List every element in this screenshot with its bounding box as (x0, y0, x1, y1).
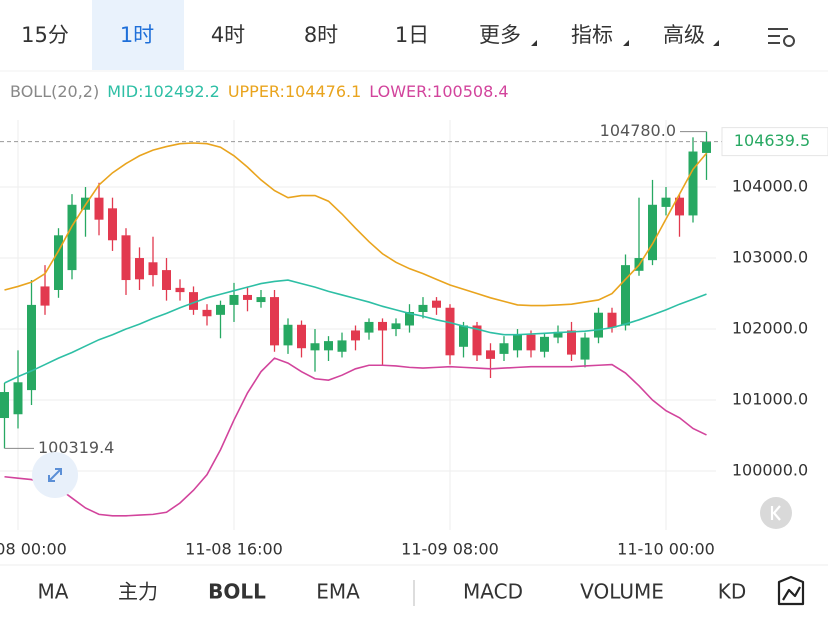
candle-body (27, 304, 36, 391)
candle-body (351, 330, 360, 341)
candle-body (243, 294, 252, 300)
candle-body (256, 297, 266, 303)
candle-body (378, 321, 387, 331)
last-price-label: 104639.5 (734, 131, 810, 150)
boll-line (4, 142, 708, 307)
interval-tab[interactable]: 1日 (395, 23, 429, 47)
indicator-name: BOLL(20,2) (10, 82, 99, 101)
expand-icon (48, 468, 62, 482)
indicator-tab[interactable]: 主力 (118, 580, 158, 604)
candle-body (297, 324, 306, 349)
candle-body (175, 287, 185, 293)
candle-body (0, 392, 9, 419)
x-tick-label: 11-09 08:00 (401, 540, 499, 559)
candle-body (405, 311, 414, 326)
interval-tab[interactable]: 4时 (211, 23, 245, 47)
candle-body (688, 151, 698, 216)
indicator-upper: UPPER:104476.1 (228, 82, 361, 101)
candle-body (364, 321, 374, 333)
y-tick-label: 100000.0 (732, 461, 808, 480)
candle-body (702, 141, 711, 153)
candle-body (54, 235, 63, 290)
interval-tab[interactable]: 15分 (21, 23, 69, 47)
candle-body (148, 262, 158, 276)
reset-icon (770, 505, 781, 521)
candle-body (472, 325, 482, 356)
candle-body (432, 300, 441, 308)
high-label: 104780.0 (600, 121, 676, 140)
candle-body (229, 294, 239, 305)
plot (0, 120, 716, 530)
indicator-tab[interactable]: MACD (463, 580, 523, 604)
candle-body (40, 286, 50, 306)
candle-body (621, 265, 630, 326)
candle-body (540, 336, 549, 352)
draw-icon[interactable] (777, 575, 805, 606)
boll-line (4, 357, 707, 517)
candle-body (283, 324, 293, 346)
candle-body (594, 312, 603, 338)
candle-body (675, 197, 684, 216)
candle-body (513, 334, 522, 351)
indicator-line: BOLL(20,2) MID:102492.2 UPPER:104476.1 LOWE… (10, 82, 509, 101)
boll-line (4, 279, 707, 384)
candle-body (486, 350, 495, 359)
candle-body (526, 334, 536, 351)
indicator-tab[interactable]: EMA (316, 580, 360, 604)
candle-body (337, 340, 347, 352)
candle-body (661, 197, 671, 207)
x-tick-label: 11-10 00:00 (617, 540, 715, 559)
candle-body (459, 325, 468, 347)
indicator-tab[interactable]: VOLUME (580, 580, 664, 604)
candle-body (135, 258, 144, 280)
candle-body (418, 304, 428, 312)
candle-body (94, 197, 104, 220)
candle-body (121, 235, 131, 281)
interval-tab[interactable]: 1时 (120, 23, 154, 47)
candle-body (216, 304, 225, 315)
interval-tab[interactable]: 指标 (571, 23, 613, 47)
candle-body (310, 343, 320, 351)
y-tick-label: 101000.0 (732, 390, 808, 409)
candle-body (553, 331, 563, 338)
y-tick-label: 104000.0 (732, 177, 808, 196)
interval-tab[interactable]: 高级 (663, 23, 705, 47)
candle-body (567, 330, 576, 355)
candle-body (391, 323, 401, 330)
candle-body (108, 208, 117, 241)
candle-body (13, 382, 23, 415)
dropdown-arrows (531, 40, 719, 46)
candle-body (189, 292, 198, 310)
candle-body (270, 297, 279, 346)
y-tick-label: 102000.0 (732, 319, 808, 338)
candle-body (499, 343, 509, 354)
candle-body (202, 309, 212, 317)
candle-body (324, 341, 333, 351)
indicator-tab[interactable]: BOLL (208, 580, 266, 604)
y-tick-label: 103000.0 (732, 248, 808, 267)
interval-tab[interactable]: 8时 (304, 23, 338, 47)
candle-body (607, 312, 617, 328)
candle-body (648, 204, 657, 261)
interval-tab[interactable]: 更多 (479, 23, 521, 47)
candle-body (67, 204, 77, 271)
x-tick-label: 11-08 00:00 (0, 540, 67, 559)
indicator-tab[interactable]: MA (38, 580, 69, 604)
selected-tab-bg (92, 0, 184, 70)
indicator-mid: MID:102492.2 (107, 82, 220, 101)
candle-body (162, 270, 171, 290)
last-price-box (721, 127, 828, 157)
candle-body (445, 307, 455, 356)
indicator-lower: LOWER:100508.4 (369, 82, 508, 101)
candle-body (580, 337, 590, 360)
reset-button[interactable] (760, 497, 792, 529)
x-tick-label: 11-08 16:00 (185, 540, 283, 559)
indicator-tab[interactable]: KD (718, 580, 747, 604)
settings-icon[interactable] (768, 28, 795, 47)
